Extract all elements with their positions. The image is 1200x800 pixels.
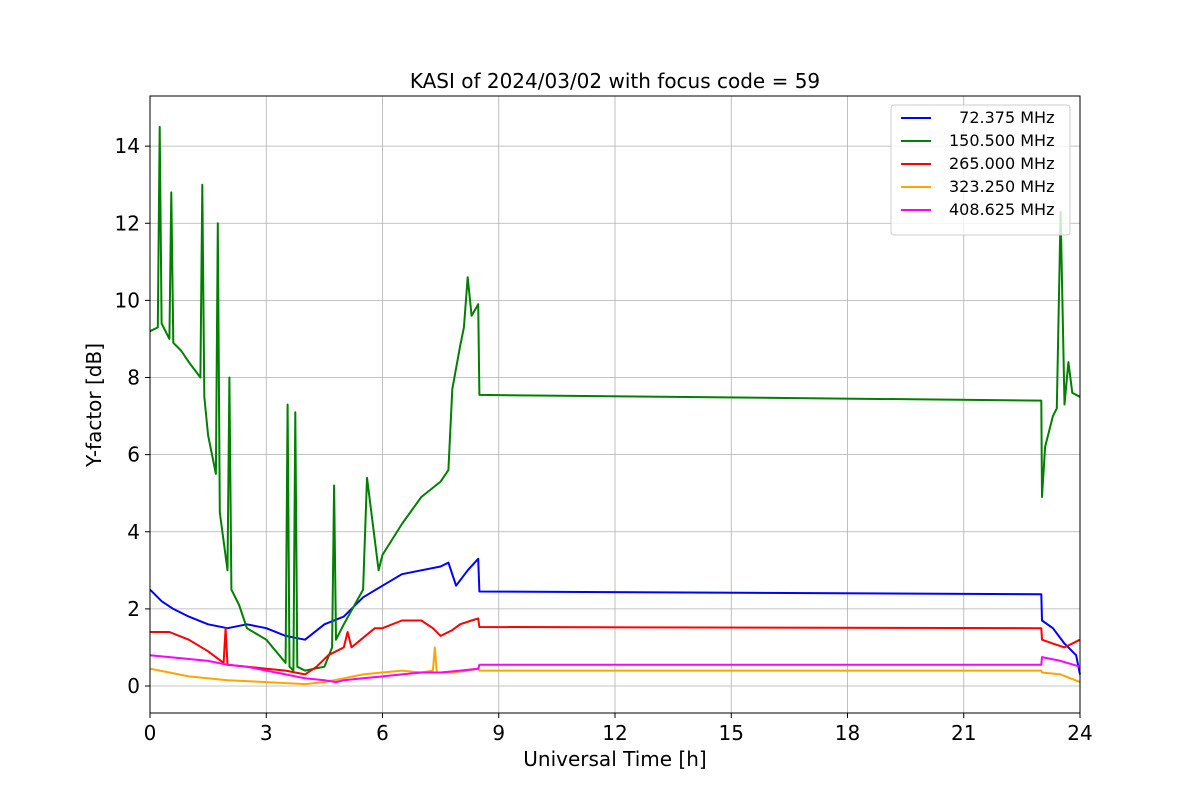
x-axis: 0 3 6 9 12 15 18 21 24 bbox=[144, 713, 1093, 745]
y-tick-label: 0 bbox=[127, 674, 140, 698]
y-axis: 0 2 4 6 8 10 12 14 bbox=[115, 134, 150, 698]
x-tick-label: 18 bbox=[835, 721, 860, 745]
legend: 72.375 MHz 150.500 MHz 265.000 MHz 323.250 … bbox=[890, 104, 1071, 236]
legend-box bbox=[890, 104, 1071, 236]
y-tick-label: 6 bbox=[127, 443, 140, 467]
series-line-1 bbox=[149, 557, 1081, 675]
x-tick-label: 3 bbox=[260, 721, 273, 745]
y-tick-label: 14 bbox=[115, 134, 140, 158]
legend-label: 72.375 MHz bbox=[949, 108, 1054, 127]
series-line-2 bbox=[149, 125, 1081, 672]
x-tick-label: 24 bbox=[1067, 721, 1092, 745]
y-tick-label: 10 bbox=[115, 288, 140, 312]
y-tick-label: 8 bbox=[127, 366, 140, 390]
x-tick-label: 0 bbox=[144, 721, 157, 745]
x-tick-label: 6 bbox=[376, 721, 389, 745]
series-line-3 bbox=[150, 617, 1081, 676]
legend-label: 265.000 MHz bbox=[949, 154, 1054, 173]
legend-label: 323.250 MHz bbox=[949, 177, 1054, 196]
legend-label: 408.625 MHz bbox=[949, 200, 1054, 219]
x-tick-label: 9 bbox=[492, 721, 505, 745]
y-tick-label: 4 bbox=[127, 520, 140, 544]
x-tick-label: 15 bbox=[719, 721, 744, 745]
x-tick-label: 12 bbox=[602, 721, 627, 745]
x-tick-label: 21 bbox=[951, 721, 976, 745]
chart-title: KASI of 2024/03/02 with focus code = 59 bbox=[410, 69, 820, 93]
x-axis-label: Universal Time [h] bbox=[523, 747, 706, 771]
legend-label: 150.500 MHz bbox=[949, 131, 1054, 150]
y-tick-label: 2 bbox=[127, 597, 140, 621]
y-axis-label: Y-factor [dB] bbox=[82, 343, 106, 468]
y-tick-label: 12 bbox=[115, 211, 140, 235]
plot-area bbox=[149, 125, 1081, 686]
series-line-5 bbox=[149, 654, 1081, 684]
